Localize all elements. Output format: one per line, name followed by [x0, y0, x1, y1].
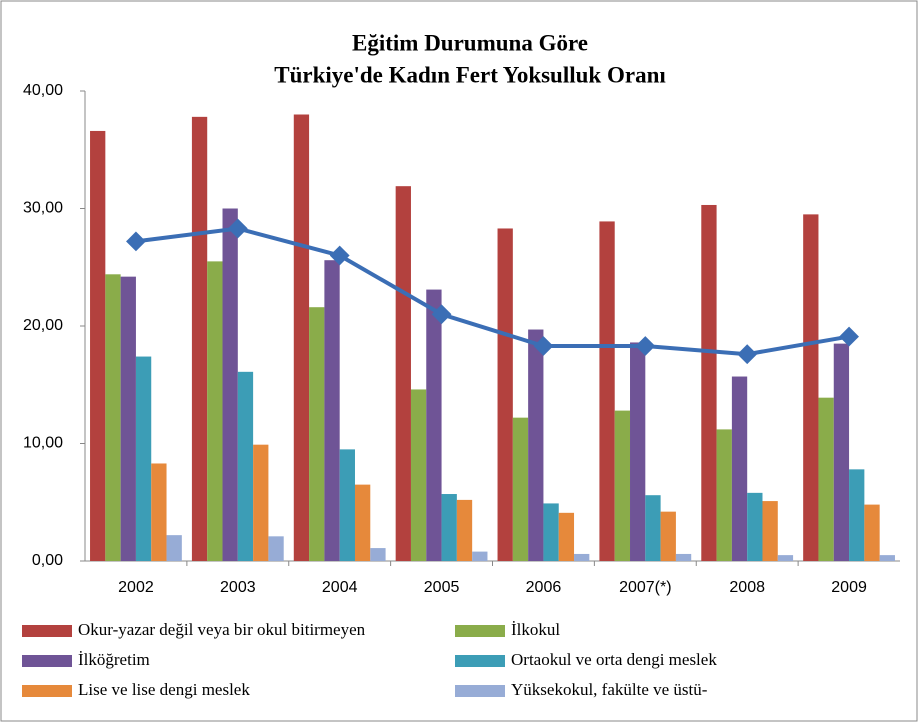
bar — [309, 307, 325, 561]
x-tick-label: 2007(*) — [619, 579, 671, 596]
line-marker — [329, 245, 350, 266]
bar — [472, 551, 488, 561]
line-marker — [126, 231, 146, 252]
bar — [237, 371, 254, 561]
bar — [456, 499, 473, 561]
bar — [833, 343, 850, 561]
bar — [441, 494, 457, 561]
bar — [558, 512, 575, 561]
x-tick-label: 2003 — [220, 579, 256, 596]
bar — [395, 186, 411, 562]
x-tick-label: 2006 — [526, 579, 562, 596]
y-tick-label: 0,00 — [32, 552, 63, 569]
bar — [354, 484, 371, 561]
legend-label: Ortaokul ve orta dengi meslek — [511, 650, 717, 669]
bar — [645, 495, 661, 561]
legend-label: Yüksekokul, fakülte ve üstü- — [511, 680, 708, 699]
line-marker — [227, 218, 248, 239]
bar — [747, 492, 763, 561]
bar — [191, 116, 208, 561]
bar — [324, 260, 340, 561]
bar — [222, 208, 238, 561]
bar — [370, 548, 386, 561]
bar — [253, 444, 269, 561]
bar — [803, 214, 819, 561]
bar — [426, 289, 442, 561]
legend-swatch — [455, 685, 505, 697]
bar — [410, 389, 427, 561]
legend-label: İlkokul — [511, 620, 560, 639]
bar — [543, 503, 559, 561]
legend-swatch — [455, 655, 505, 667]
bar — [630, 342, 646, 561]
bar — [864, 504, 880, 561]
legend-swatch — [22, 655, 72, 667]
y-tick-label: 10,00 — [23, 435, 63, 452]
bar — [660, 511, 676, 561]
chart-title: Eğitim Durumuna Göre — [352, 30, 588, 55]
y-tick-label: 30,00 — [23, 200, 63, 217]
bar — [675, 553, 692, 561]
bar — [497, 228, 513, 561]
bar — [293, 114, 310, 561]
bar — [818, 397, 834, 561]
legend-swatch — [22, 625, 72, 637]
line-marker — [635, 336, 656, 356]
bar — [731, 376, 748, 561]
chart-title: Türkiye'de Kadın Fert Yoksulluk Oranı — [274, 62, 666, 87]
line — [135, 226, 850, 357]
legend-swatch — [455, 625, 505, 637]
bar — [268, 536, 284, 561]
bar — [528, 329, 544, 561]
bar — [207, 261, 223, 561]
bar — [614, 410, 631, 561]
bar — [762, 501, 778, 561]
line-marker — [431, 304, 452, 325]
x-tick-label: 2002 — [118, 579, 154, 596]
bar — [90, 130, 106, 561]
bar — [849, 469, 865, 561]
bar — [512, 417, 529, 561]
x-tick-label: 2005 — [424, 579, 460, 596]
legend-label: Okur-yazar değil veya bir okul bitirmeye… — [78, 620, 366, 639]
legend-label: İlköğretim — [78, 650, 150, 669]
bar — [879, 555, 895, 561]
x-tick-label: 2009 — [831, 579, 867, 596]
y-tick-label: 20,00 — [23, 317, 63, 334]
bar — [135, 356, 152, 561]
bar — [151, 463, 167, 561]
legend-label: Lise ve lise dengi meslek — [78, 680, 250, 699]
line-marker — [839, 326, 859, 347]
bar — [701, 204, 717, 561]
bar — [574, 553, 590, 561]
bar — [777, 555, 794, 561]
bar — [339, 449, 355, 561]
bar — [716, 429, 732, 561]
x-tick-label: 2008 — [729, 579, 765, 596]
line-marker — [533, 336, 554, 356]
bar — [166, 535, 182, 561]
legend-swatch — [22, 685, 72, 697]
bar — [599, 221, 615, 562]
y-tick-label: 40,00 — [23, 82, 63, 99]
line-marker — [737, 344, 758, 365]
bar — [120, 276, 136, 561]
x-tick-label: 2004 — [322, 579, 358, 596]
bar — [105, 274, 121, 561]
